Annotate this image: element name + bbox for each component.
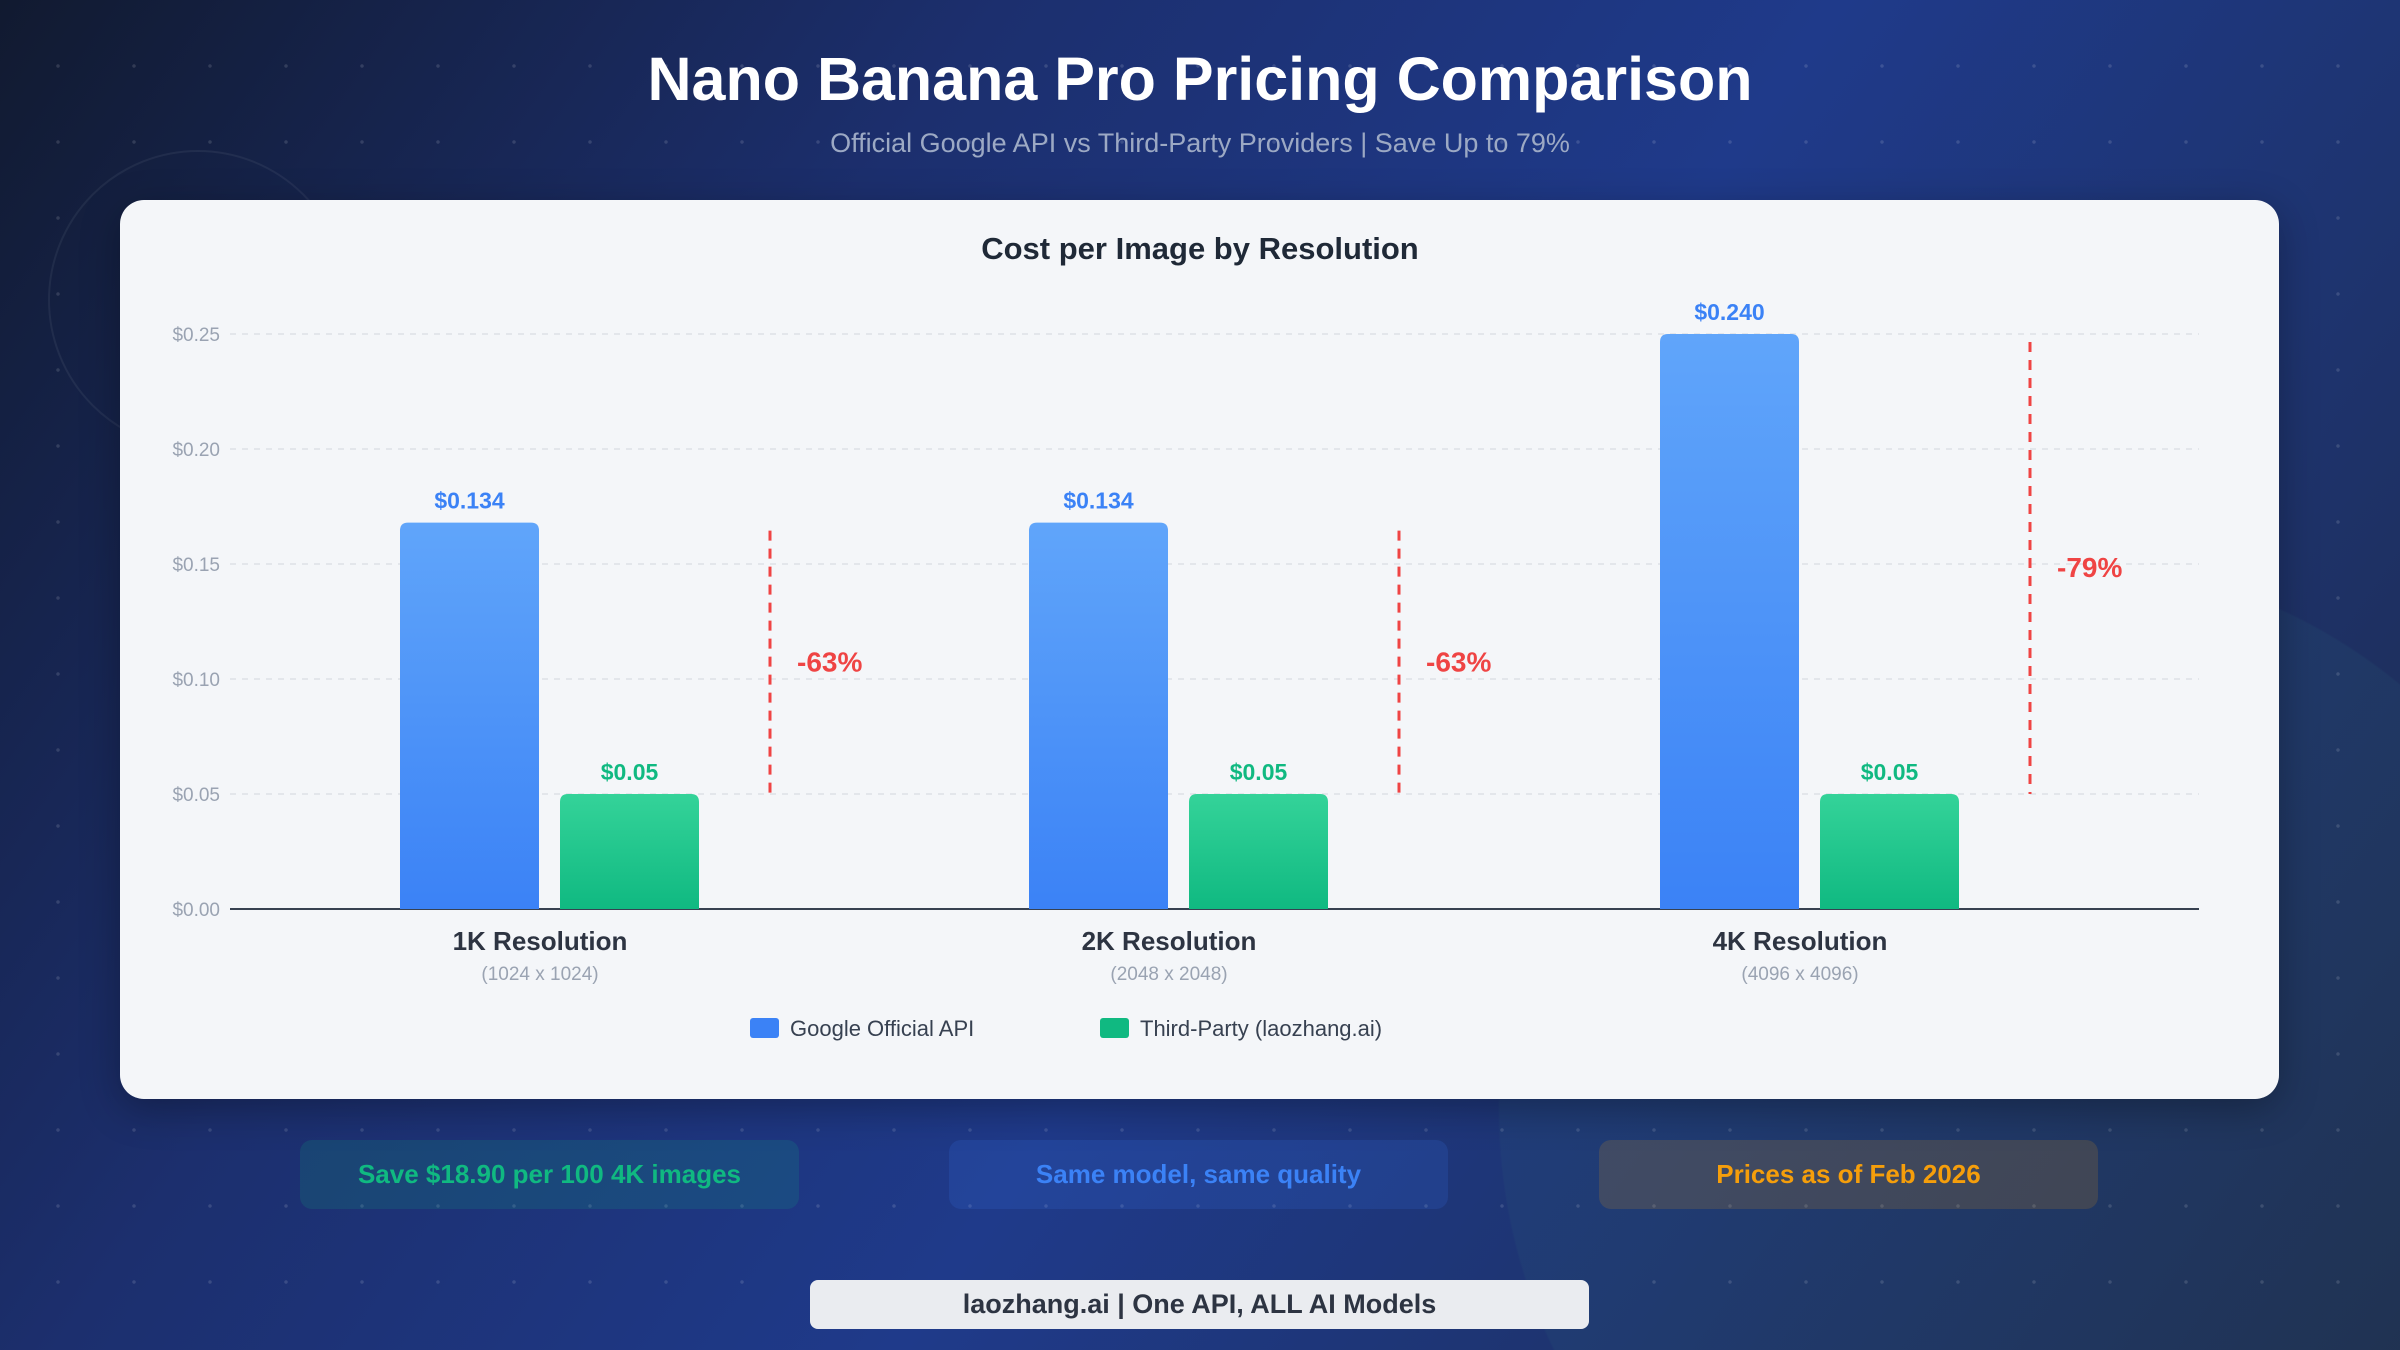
bar-value-label: $0.05 [1861, 759, 1919, 785]
bar-google [1660, 334, 1799, 909]
legend-label: Google Official API [790, 1016, 974, 1041]
quality-badge: Same model, same quality [949, 1140, 1448, 1209]
footer-banner: laozhang.ai | One API, ALL AI Models [810, 1280, 1589, 1329]
bar-value-label: $0.05 [1230, 759, 1288, 785]
y-tick-label: $0.10 [172, 670, 220, 691]
savings-percent-label: -63% [797, 646, 862, 677]
savings-badge: Save $18.90 per 100 4K images [300, 1140, 799, 1209]
date-badge: Prices as of Feb 2026 [1599, 1140, 2098, 1209]
category-sublabel: (4096 x 4096) [1741, 964, 1858, 985]
legend-swatch [1100, 1018, 1129, 1038]
bar-google [1029, 522, 1168, 909]
footer-text: laozhang.ai | One API, ALL AI Models [962, 1289, 1437, 1319]
chart-title: Cost per Image by Resolution [981, 231, 1419, 266]
bar-third-party [1820, 794, 1959, 909]
bar-third-party [1189, 794, 1328, 909]
bar-google [400, 522, 539, 909]
bar-third-party [560, 794, 699, 909]
legend-label: Third-Party (laozhang.ai) [1140, 1016, 1382, 1041]
y-tick-label: $0.25 [172, 325, 220, 346]
y-tick-label: $0.00 [172, 900, 220, 921]
bar-value-label: $0.05 [601, 759, 659, 785]
legend-swatch [750, 1018, 779, 1038]
savings-percent-label: -63% [1426, 646, 1491, 677]
badge-text: Same model, same quality [1035, 1159, 1362, 1189]
y-tick-label: $0.15 [172, 555, 220, 576]
y-tick-label: $0.20 [172, 440, 220, 461]
badge-text: Save $18.90 per 100 4K images [357, 1159, 742, 1189]
category-label: 4K Resolution [1713, 926, 1888, 956]
category-sublabel: (2048 x 2048) [1110, 964, 1227, 985]
bar-value-label: $0.240 [1694, 299, 1764, 325]
page-title: Nano Banana Pro Pricing Comparison [647, 45, 1753, 113]
badge-text: Prices as of Feb 2026 [1716, 1159, 1981, 1189]
category-sublabel: (1024 x 1024) [481, 964, 598, 985]
category-label: 2K Resolution [1082, 926, 1257, 956]
y-tick-label: $0.05 [172, 785, 220, 806]
page-subtitle: Official Google API vs Third-Party Provi… [830, 128, 1570, 158]
category-label: 1K Resolution [453, 926, 628, 956]
bar-value-label: $0.134 [434, 488, 505, 514]
bar-value-label: $0.134 [1063, 488, 1134, 514]
savings-percent-label: -79% [2057, 552, 2122, 583]
